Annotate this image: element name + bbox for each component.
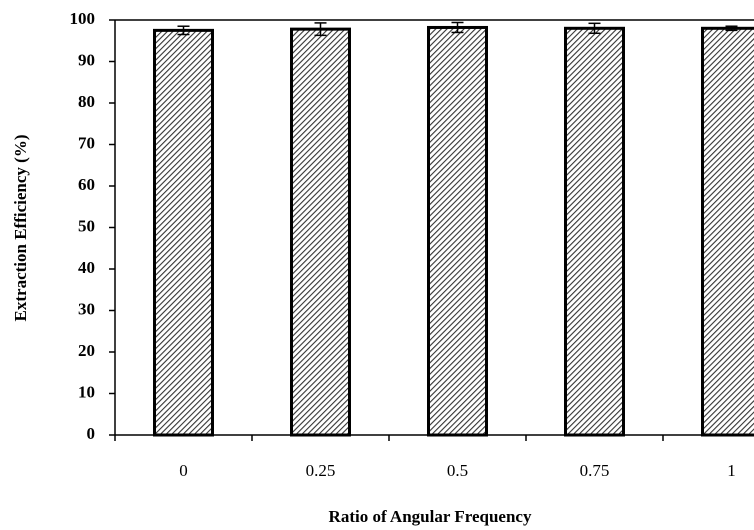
y-tick-label: 40: [78, 258, 95, 277]
y-tick-label: 80: [78, 92, 95, 111]
y-tick-label: 60: [78, 175, 95, 194]
x-tick-label: 1: [727, 461, 736, 480]
bar: [153, 28, 214, 437]
bar: [701, 26, 754, 437]
x-tick-label: 0: [179, 461, 188, 480]
error-bar: [725, 25, 738, 32]
bar: [564, 26, 625, 437]
x-tick-label: 0.25: [306, 461, 336, 480]
x-axis-label: Ratio of Angular Frequency: [329, 507, 532, 526]
y-tick-label: 90: [78, 50, 95, 69]
y-tick-label: 0: [87, 424, 96, 443]
y-tick-label: 50: [78, 216, 95, 235]
error-bar: [451, 21, 464, 34]
y-tick-label: 10: [78, 382, 95, 401]
y-tick-label: 70: [78, 133, 95, 152]
error-bar: [177, 25, 190, 36]
bar: [427, 25, 488, 437]
y-tick-label: 100: [70, 9, 96, 28]
x-tick-label: 0.75: [580, 461, 610, 480]
x-tick-label: 0.5: [447, 461, 468, 480]
error-bar: [314, 22, 327, 37]
bar: [290, 27, 351, 437]
y-axis-label: Extraction Efficiency (%): [11, 135, 30, 322]
y-tick-label: 30: [78, 299, 95, 318]
y-tick-label: 20: [78, 341, 95, 360]
error-bar: [588, 22, 601, 35]
